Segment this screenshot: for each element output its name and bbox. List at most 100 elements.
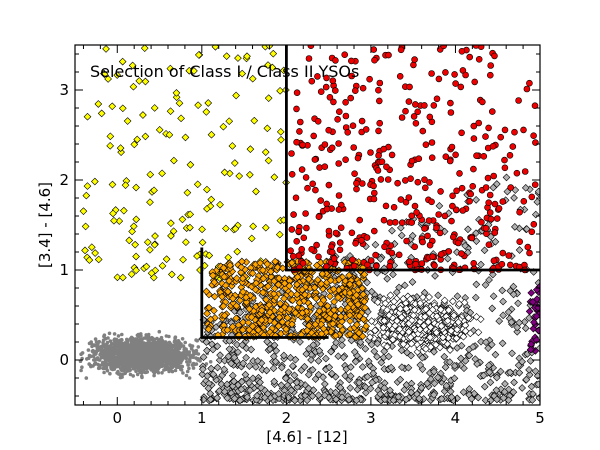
data-point bbox=[302, 350, 311, 358]
data-point bbox=[470, 259, 478, 267]
data-point bbox=[487, 340, 496, 349]
data-point bbox=[203, 346, 211, 355]
data-point bbox=[370, 347, 379, 356]
data-point bbox=[152, 346, 156, 350]
data-point bbox=[102, 333, 107, 338]
data-point bbox=[486, 378, 495, 387]
data-point bbox=[298, 166, 306, 173]
data-point bbox=[176, 365, 181, 370]
data-point bbox=[368, 378, 376, 387]
data-point bbox=[339, 353, 348, 362]
data-point bbox=[245, 362, 254, 370]
data-point bbox=[128, 372, 133, 377]
data-point bbox=[437, 251, 445, 258]
data-point bbox=[359, 84, 367, 92]
data-point bbox=[177, 346, 182, 351]
data-point bbox=[109, 360, 114, 365]
data-point bbox=[102, 370, 106, 375]
data-point bbox=[404, 363, 413, 372]
data-point bbox=[160, 371, 164, 375]
data-point bbox=[515, 246, 524, 254]
data-point bbox=[99, 349, 104, 353]
data-point bbox=[531, 181, 539, 188]
data-point bbox=[138, 340, 143, 344]
data-point bbox=[136, 347, 140, 352]
data-point bbox=[166, 356, 170, 361]
data-point bbox=[181, 371, 185, 375]
data-point bbox=[345, 395, 353, 404]
data-point bbox=[135, 364, 139, 369]
data-point bbox=[102, 352, 107, 357]
data-point bbox=[290, 371, 299, 380]
data-point bbox=[520, 198, 528, 205]
data-point bbox=[303, 224, 310, 232]
data-point bbox=[397, 231, 406, 240]
data-point bbox=[356, 216, 364, 224]
data-point bbox=[153, 369, 158, 373]
data-point bbox=[242, 337, 250, 345]
data-point bbox=[398, 219, 406, 226]
data-point bbox=[405, 194, 413, 201]
data-point bbox=[108, 339, 113, 343]
data-point bbox=[163, 354, 168, 359]
data-point bbox=[188, 360, 192, 364]
data-point bbox=[102, 348, 106, 353]
data-point bbox=[477, 260, 485, 269]
data-point bbox=[375, 152, 382, 159]
data-point bbox=[300, 234, 308, 242]
data-point bbox=[440, 45, 447, 50]
data-point bbox=[445, 248, 453, 255]
data-point bbox=[173, 346, 178, 351]
data-point bbox=[499, 311, 507, 320]
data-point bbox=[350, 262, 358, 270]
data-point bbox=[84, 376, 89, 380]
data-point bbox=[196, 357, 200, 361]
data-point bbox=[491, 52, 498, 60]
data-point bbox=[336, 239, 344, 246]
data-point bbox=[139, 332, 143, 336]
data-point bbox=[481, 281, 490, 289]
data-point bbox=[477, 337, 485, 346]
data-point bbox=[174, 357, 178, 362]
data-point bbox=[177, 355, 182, 360]
data-point bbox=[325, 181, 333, 189]
data-point bbox=[501, 156, 508, 164]
data-point bbox=[414, 178, 422, 186]
data-point bbox=[187, 376, 192, 380]
data-point bbox=[309, 180, 317, 188]
data-point bbox=[341, 371, 350, 380]
data-point bbox=[394, 179, 401, 187]
data-point bbox=[398, 363, 406, 372]
data-point bbox=[458, 129, 465, 137]
data-point bbox=[173, 336, 177, 340]
data-point bbox=[507, 184, 515, 191]
data-point bbox=[489, 143, 497, 150]
data-point bbox=[165, 361, 170, 366]
data-point bbox=[190, 354, 194, 359]
data-point bbox=[118, 375, 123, 380]
x-tick-label: 4 bbox=[451, 409, 461, 427]
data-point bbox=[124, 358, 128, 362]
data-point bbox=[293, 89, 301, 96]
data-point bbox=[315, 213, 323, 220]
data-point bbox=[114, 348, 119, 353]
chart-title: Selection of Class I / Class II YSOs bbox=[90, 62, 359, 81]
data-point bbox=[127, 368, 131, 373]
data-point bbox=[525, 366, 533, 374]
data-point bbox=[363, 234, 371, 241]
data-point bbox=[403, 237, 410, 245]
data-point bbox=[396, 375, 405, 384]
data-point bbox=[182, 350, 186, 355]
data-point bbox=[302, 210, 309, 217]
data-point bbox=[101, 338, 106, 343]
data-point bbox=[449, 233, 457, 241]
data-point bbox=[346, 384, 355, 392]
data-point bbox=[142, 336, 147, 340]
data-point bbox=[390, 204, 398, 211]
data-point bbox=[490, 172, 498, 180]
data-point bbox=[288, 226, 296, 233]
data-point bbox=[126, 361, 130, 365]
data-point bbox=[426, 179, 433, 186]
data-point bbox=[144, 333, 148, 337]
data-point bbox=[448, 143, 456, 151]
